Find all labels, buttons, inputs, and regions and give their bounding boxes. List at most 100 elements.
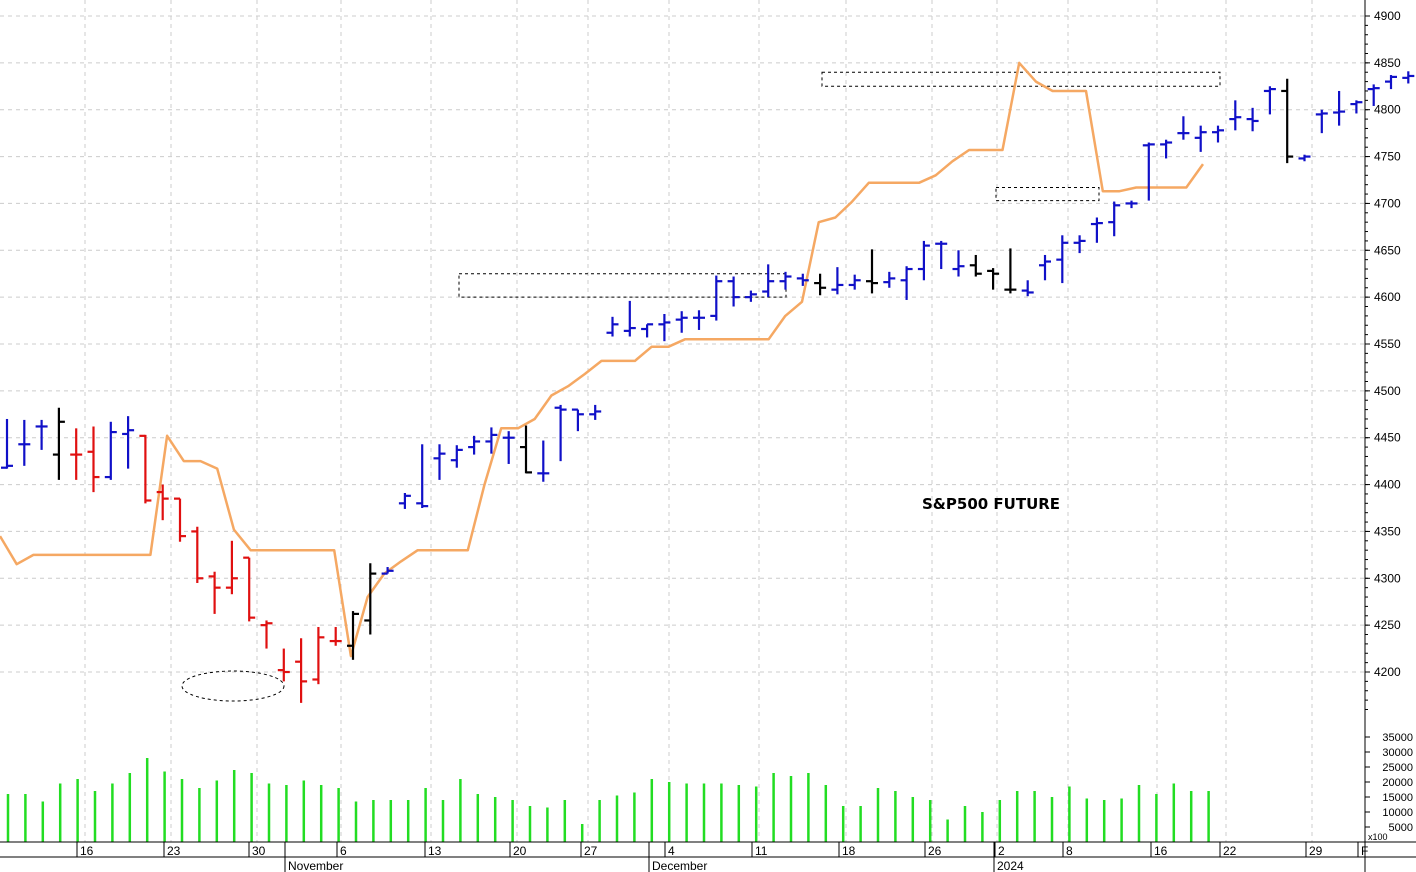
grid-lines [0,0,1365,842]
price-bar [502,431,515,464]
day-tick-label: 27 [584,844,598,858]
price-bar [900,266,913,300]
volume-tick-label: 35000 [1382,732,1413,744]
price-bar [1160,139,1173,159]
price-bar [364,563,377,635]
price-bar [831,267,844,295]
price-bar [312,627,325,685]
price-bar [433,444,446,480]
price-tick-label: 4200 [1374,665,1401,679]
price-bar [1021,280,1034,297]
price-bar [1263,86,1276,115]
price-bar [796,273,809,286]
price-tick-label: 4700 [1374,196,1401,210]
price-bar [243,556,256,622]
day-tick-label: 8 [1066,844,1073,858]
day-tick-label: 26 [928,844,942,858]
price-tick-label: 4300 [1374,571,1401,585]
price-tick-label: 4450 [1374,431,1401,445]
price-tick-label: 4800 [1374,103,1401,117]
price-tick-label: 4250 [1374,618,1401,632]
volume-tick-label: 5000 [1389,822,1413,834]
price-bar [1194,125,1207,152]
stop-line-layer [0,61,1205,658]
price-bar [952,250,965,277]
price-bar [537,440,550,482]
price-bar [658,314,671,342]
price-bar [1350,100,1363,114]
day-tick-label: 23 [167,844,181,858]
price-bar [866,249,878,294]
annotation-box-range-3 [995,186,1100,202]
price-bar [589,404,602,420]
month-label: December [652,859,707,872]
price-bar [693,310,705,330]
price-tick-label: 4750 [1374,150,1401,164]
price-tick-label: 4900 [1374,9,1401,23]
price-bar [1281,78,1294,164]
day-tick-label: 30 [252,844,266,858]
price-bar [1039,254,1051,281]
chart-title: S&P500 FUTURE [922,495,1060,513]
volume-tick-label: 10000 [1382,807,1413,819]
price-bar [727,276,740,307]
price-bar [295,638,308,703]
price-bar [969,254,982,277]
price-bar [987,268,1000,290]
price-bar [675,311,688,333]
price-bar [139,434,152,504]
day-tick-label: F [1361,844,1368,858]
price-bar [1090,217,1103,243]
day-tick-label: 4 [668,844,675,858]
price-bar [398,493,411,509]
price-bar [1402,71,1415,84]
price-bar [174,497,186,542]
price-bar [1056,235,1069,284]
price-bar [381,567,394,575]
day-tick-label: 16 [80,844,94,858]
price-bar [329,627,342,646]
price-bar [485,427,498,454]
price-bar [710,275,723,321]
stop-line [0,61,1205,658]
price-bar [104,421,117,480]
month-label: November [288,859,343,872]
price-tick-label: 4550 [1374,337,1401,351]
price-bar [779,271,792,290]
price-bar [1073,235,1086,254]
price-bar [1315,109,1328,134]
price-bar [606,316,619,337]
price-tick-label: 4500 [1374,384,1401,398]
price-bar [641,323,654,338]
price-bar [1246,107,1259,132]
price-bar [156,484,169,521]
price-bar [260,620,273,649]
price-bar [1367,84,1380,106]
price-bar [208,571,221,614]
price-bar [1108,201,1121,237]
price-bar [70,428,83,480]
price-bar [52,407,65,480]
volume-tick-label: 25000 [1382,762,1413,774]
price-bar [883,271,896,288]
annotation-box-range-1 [458,273,787,298]
price-bar [1125,200,1138,209]
volume-unit-label: x100 [1368,832,1388,842]
price-tick-label: 4650 [1374,243,1401,257]
day-tick-label: 13 [428,844,442,858]
price-tick-label: 4400 [1374,478,1401,492]
price-bar [1229,100,1242,131]
price-bar [935,240,948,270]
price-bar [1333,90,1346,126]
price-tick-label: 4600 [1374,290,1401,304]
day-tick-label: 2 [998,844,1005,858]
annotation-box-range-2 [821,71,1221,87]
day-tick-label: 18 [842,844,856,858]
price-bar [1,418,13,469]
volume-tick-label: 20000 [1382,777,1413,789]
day-tick-label: 29 [1309,844,1323,858]
day-tick-label: 6 [340,844,347,858]
price-bar [917,240,930,281]
price-bar [1004,248,1017,294]
